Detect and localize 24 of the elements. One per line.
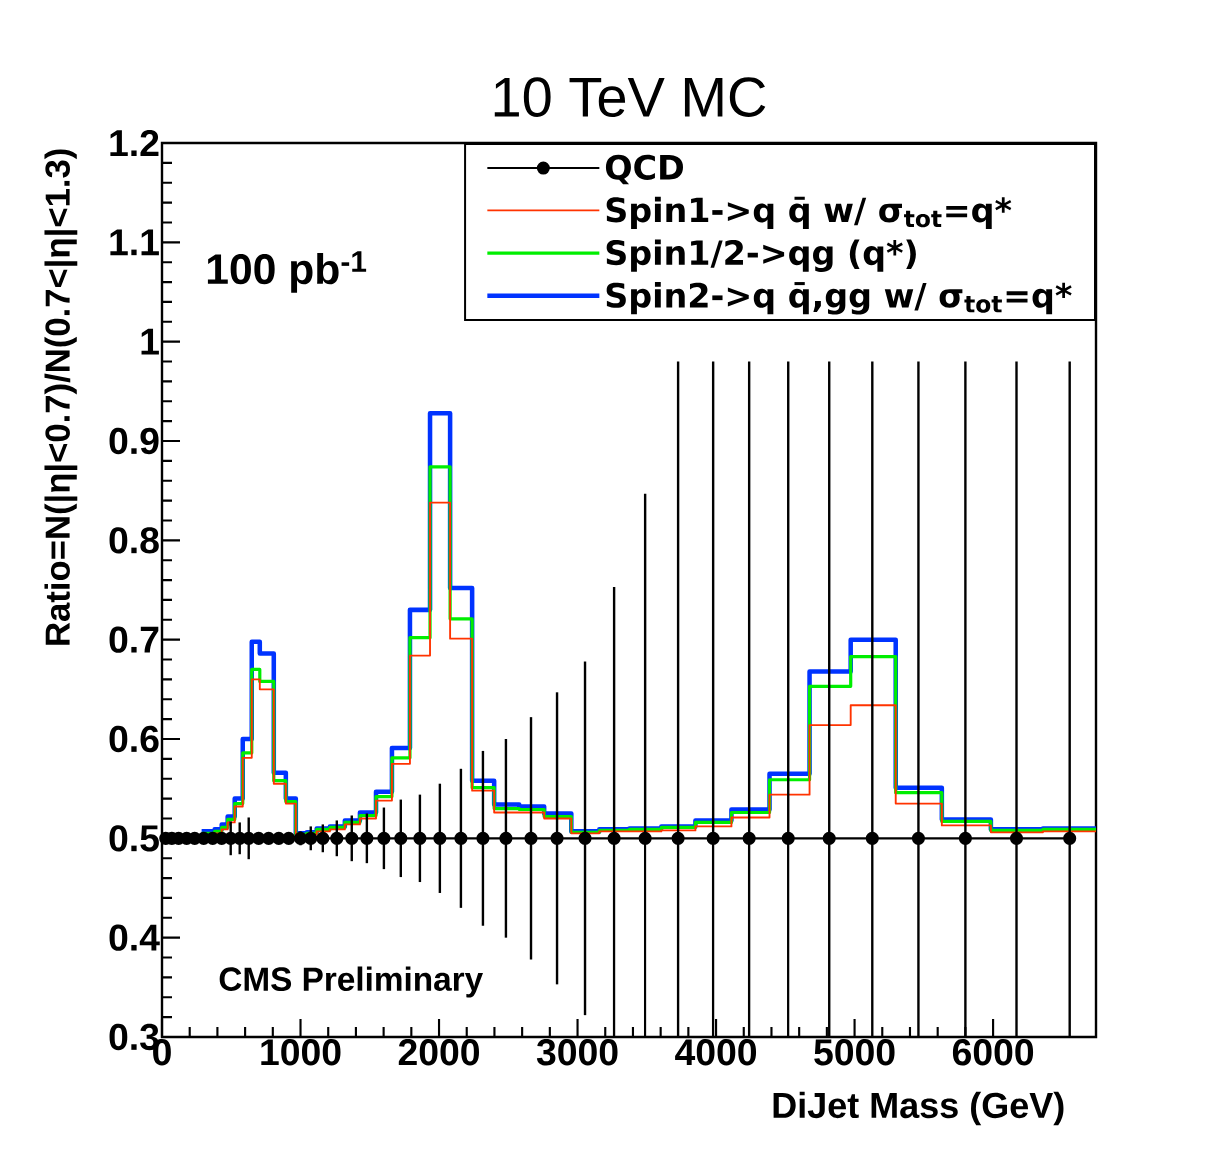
x-tick-label: 6000 (952, 1039, 1034, 1066)
y-axis-title: Ratio=N(|η|<0.7)/N(0.7<|η|<1.3) (44, 149, 78, 645)
annotation: CMS Preliminary (219, 966, 483, 998)
x-tick-label: 3000 (536, 1039, 618, 1066)
legend-label: QCD (605, 154, 684, 185)
y-tick-label: 1.2 (110, 129, 159, 157)
y-tick-label: 0.7 (109, 626, 159, 653)
y-tick-label: 0.5 (109, 825, 159, 852)
legend-label: Spin2->q q̄,gg w/ σ$_{tot}$=q* (606, 282, 1072, 315)
y-tick-label: 0.9 (109, 427, 159, 455)
y-tick-label: 0.8 (109, 527, 159, 554)
chart-title: 10 TeV MC (494, 77, 766, 117)
x-tick-label: 5000 (814, 1039, 895, 1066)
x-axis-title: DiJet Mass (GeV) (773, 1091, 1064, 1126)
legend-label: Spin1/2->qg (q*) (606, 239, 916, 272)
x-tick-label: 1000 (261, 1039, 341, 1066)
x-tick-label: 2000 (398, 1039, 480, 1066)
annotation: 100 pb$^{-1}$ (207, 251, 367, 293)
x-tick-label: 4000 (675, 1039, 757, 1066)
y-tick-label: 0.4 (109, 924, 160, 951)
legend-label: Spin1->q q̄ w/ σ$_{tot}$=q* (606, 196, 1012, 229)
y-tick-label: 0.6 (109, 725, 159, 753)
y-tick-label: 1 (141, 328, 159, 355)
y-tick-label: 1.1 (110, 229, 159, 256)
